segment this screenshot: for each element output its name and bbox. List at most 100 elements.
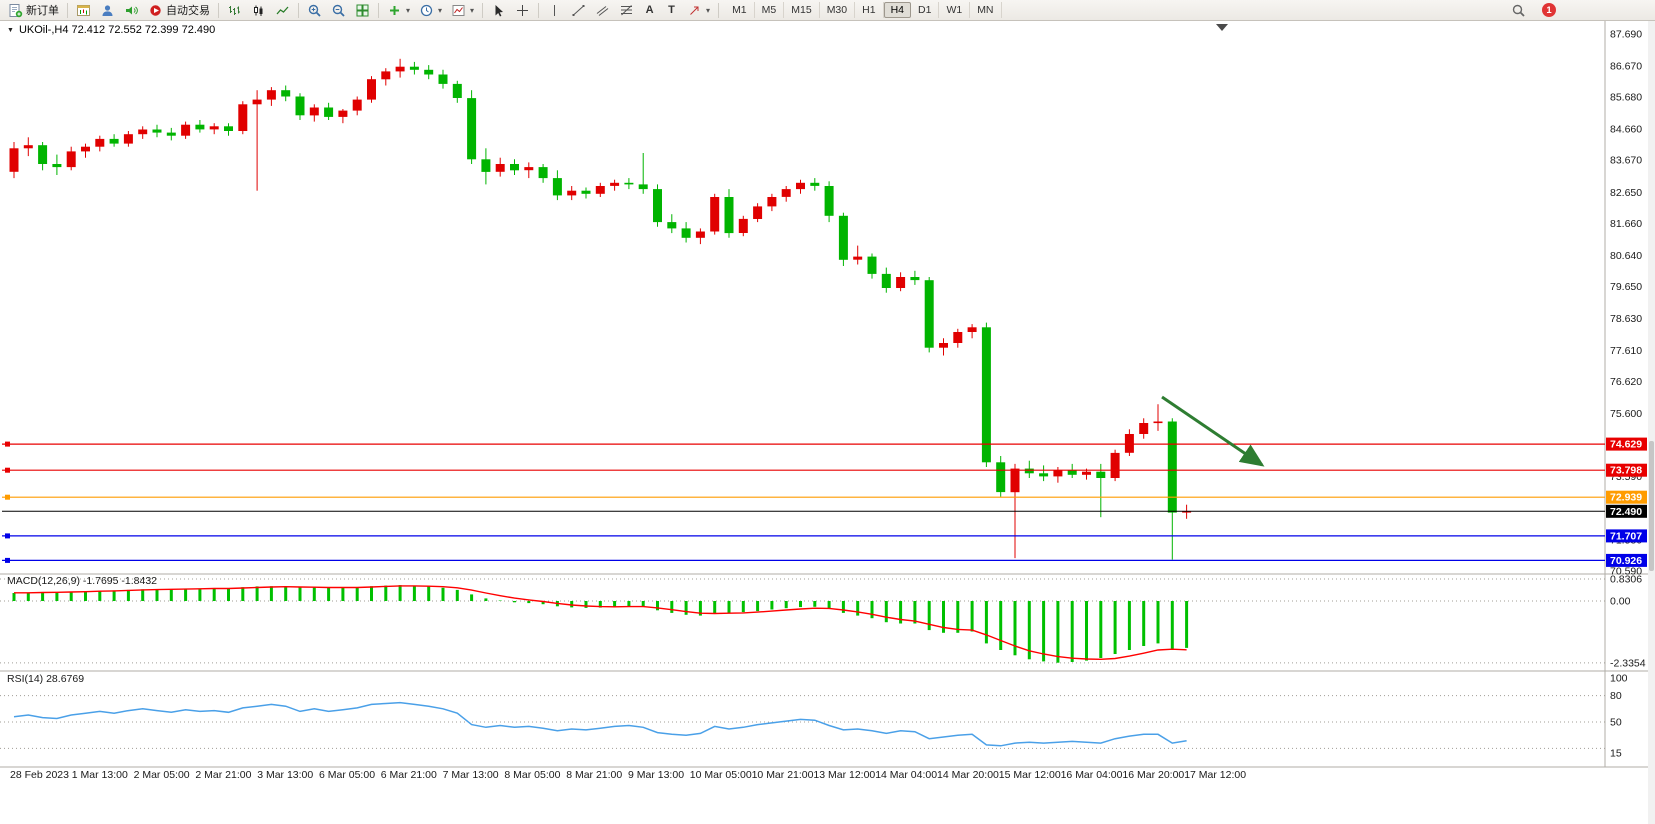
alerts-icon bbox=[126, 6, 138, 14]
price-axis-tick: 79.650 bbox=[1610, 281, 1642, 293]
crosshair-button[interactable] bbox=[511, 1, 534, 20]
price-tag bbox=[1606, 504, 1647, 518]
line-chart-icon bbox=[276, 6, 289, 14]
search-button[interactable] bbox=[1507, 1, 1530, 20]
price-tag-label: 74.629 bbox=[1610, 439, 1642, 451]
time-axis-label: 9 Mar 13:00 bbox=[628, 769, 684, 781]
periods-button[interactable]: ▾ bbox=[415, 1, 446, 20]
trend-arrow-annotation[interactable] bbox=[1161, 395, 1265, 467]
time-axis-label: 28 Feb 2023 bbox=[10, 769, 69, 781]
auto-trading-button[interactable]: 自动交易 bbox=[144, 1, 214, 20]
template-icon bbox=[452, 4, 465, 16]
price-tag bbox=[1606, 437, 1647, 451]
price-axis-tick: 82.650 bbox=[1610, 187, 1642, 199]
timeframe-h4-button[interactable]: H4 bbox=[883, 2, 911, 18]
line-handle[interactable] bbox=[5, 557, 10, 563]
line-handle[interactable] bbox=[5, 494, 10, 500]
new-order-button[interactable]: 新订单 bbox=[4, 1, 63, 20]
toolbar-separator bbox=[482, 2, 484, 18]
alerts-button[interactable] bbox=[120, 1, 143, 20]
scrollbar-track[interactable] bbox=[1648, 21, 1655, 824]
price-tag-label: 73.798 bbox=[1610, 465, 1642, 477]
price-lines[interactable]: 74.629 73.798 72.939 72.490 71.707 70.926 bbox=[2, 437, 1647, 567]
price-tag-label: 70.926 bbox=[1610, 555, 1642, 567]
price-axis-tick: 77.610 bbox=[1610, 345, 1642, 357]
tile-windows-button[interactable] bbox=[351, 1, 374, 20]
timeframe-m5-button[interactable]: M5 bbox=[755, 2, 785, 18]
rsi-axis-tick: 50 bbox=[1610, 717, 1622, 729]
fibonacci-button[interactable] bbox=[615, 1, 638, 20]
price-axis-tick: 83.670 bbox=[1610, 155, 1642, 167]
arrows-button[interactable]: ▾ bbox=[683, 1, 714, 20]
candlestick-button[interactable] bbox=[247, 1, 270, 20]
time-axis-label: 7 Mar 13:00 bbox=[443, 769, 499, 781]
new-order-label: 新订单 bbox=[26, 5, 59, 17]
zoom-out-icon bbox=[332, 4, 345, 17]
cursor-button[interactable] bbox=[487, 1, 510, 20]
label-icon: T bbox=[668, 4, 675, 16]
profiles-button[interactable] bbox=[96, 1, 119, 20]
toolbar-separator bbox=[718, 2, 720, 18]
toolbar-right-group: 1 bbox=[1507, 1, 1556, 20]
line-handle[interactable] bbox=[5, 467, 10, 473]
timeframe-m15-button[interactable]: M15 bbox=[784, 2, 820, 18]
auto-trading-label: 自动交易 bbox=[166, 5, 210, 17]
time-axis-label: 3 Mar 13:00 bbox=[257, 769, 313, 781]
macd-axis-tick: 0.00 bbox=[1610, 596, 1631, 608]
candles-layer bbox=[9, 58, 1192, 560]
time-axis-label: 14 Mar 04:00 bbox=[875, 769, 937, 781]
time-axis-label: 8 Mar 05:00 bbox=[504, 769, 560, 781]
notification-badge[interactable]: 1 bbox=[1542, 3, 1556, 17]
zoom-in-button[interactable] bbox=[303, 1, 326, 20]
text-button[interactable]: A bbox=[639, 1, 660, 20]
channel-button[interactable] bbox=[591, 1, 614, 20]
vertical-line-button[interactable] bbox=[543, 1, 566, 20]
templates-button[interactable]: ▾ bbox=[447, 1, 478, 20]
zoom-out-button[interactable] bbox=[327, 1, 350, 20]
price-axis-tick: 86.670 bbox=[1610, 61, 1642, 73]
vertical-line-icon bbox=[554, 4, 556, 16]
line-chart-button[interactable] bbox=[271, 1, 294, 20]
toolbar-separator bbox=[538, 2, 540, 18]
timeframe-h1-button[interactable]: H1 bbox=[855, 2, 884, 18]
bar-chart-button[interactable] bbox=[223, 1, 246, 20]
fibonacci-icon bbox=[621, 4, 633, 15]
cursor-icon bbox=[495, 4, 504, 16]
macd-axis-tick: 0.8306 bbox=[1610, 574, 1642, 586]
new-chart-button[interactable] bbox=[72, 1, 95, 20]
candlestick-icon bbox=[254, 5, 263, 16]
zoom-in-icon bbox=[308, 4, 321, 17]
line-handle[interactable] bbox=[5, 533, 10, 539]
one-click-trading-toggle-icon[interactable]: ▼ bbox=[7, 26, 14, 34]
bar-chart-icon bbox=[229, 5, 240, 15]
time-axis-label: 6 Mar 05:00 bbox=[319, 769, 375, 781]
scrollbar-thumb[interactable] bbox=[1649, 441, 1654, 571]
chevron-down-icon: ▾ bbox=[470, 5, 475, 15]
indicators-plus-icon bbox=[390, 5, 399, 15]
search-icon bbox=[1512, 4, 1525, 17]
price-tag bbox=[1606, 553, 1647, 567]
chevron-down-icon: ▾ bbox=[406, 5, 411, 15]
macd-label: MACD(12,26,9) -1.7695 -1.8432 bbox=[7, 575, 157, 587]
price-axis-tick: 75.600 bbox=[1610, 408, 1642, 420]
timeframe-m30-button[interactable]: M30 bbox=[820, 2, 856, 18]
timeframe-d1-button[interactable]: D1 bbox=[911, 2, 940, 18]
timeframe-m1-button[interactable]: M1 bbox=[725, 2, 755, 18]
macd-signal-line bbox=[14, 585, 1187, 661]
chart-area[interactable]: 87.690 86.670 85.680 84.660 83.670 82.650 81.6… bbox=[0, 21, 1655, 824]
indicators-button[interactable]: ▾ bbox=[383, 1, 414, 20]
price-axis-tick: 81.660 bbox=[1610, 218, 1642, 230]
time-axis-label: 1 Mar 13:00 bbox=[72, 769, 128, 781]
label-button[interactable]: T bbox=[661, 1, 682, 20]
time-axis: 28 Feb 2023 1 Mar 13:00 2 Mar 05:00 2 Mar 2… bbox=[10, 769, 1246, 781]
price-tag bbox=[1606, 463, 1647, 477]
chart-shift-marker[interactable] bbox=[1216, 24, 1228, 31]
time-axis-label: 16 Mar 20:00 bbox=[1122, 769, 1184, 781]
time-axis-label: 10 Mar 21:00 bbox=[752, 769, 814, 781]
timeframe-w1-button[interactable]: W1 bbox=[939, 2, 971, 18]
line-handle[interactable] bbox=[5, 441, 10, 447]
timeframe-mn-button[interactable]: MN bbox=[970, 2, 1002, 18]
time-axis-label: 6 Mar 21:00 bbox=[381, 769, 437, 781]
time-axis-label: 2 Mar 21:00 bbox=[195, 769, 251, 781]
trendline-button[interactable] bbox=[567, 1, 590, 20]
